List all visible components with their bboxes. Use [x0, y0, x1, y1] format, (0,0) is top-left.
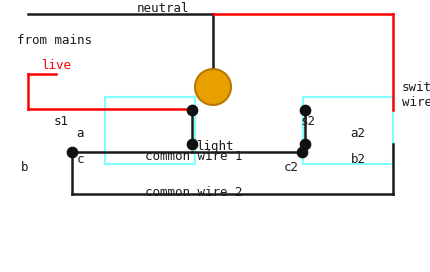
- Circle shape: [195, 69, 231, 105]
- Text: b2: b2: [350, 153, 366, 166]
- Bar: [105, 97, 195, 164]
- Point: [301, 142, 308, 146]
- Text: common wire 2: common wire 2: [145, 186, 242, 199]
- Point: [298, 150, 305, 154]
- Text: neutral: neutral: [137, 2, 190, 15]
- Text: live: live: [41, 59, 71, 72]
- Text: a: a: [77, 127, 84, 140]
- Point: [189, 108, 196, 112]
- Text: s2: s2: [301, 115, 316, 128]
- Text: common wire 1: common wire 1: [145, 150, 242, 163]
- Text: s1: s1: [54, 115, 69, 128]
- Point: [301, 108, 308, 112]
- Text: light: light: [196, 140, 234, 153]
- Text: c2: c2: [284, 161, 299, 174]
- Text: switch
wire: switch wire: [402, 81, 430, 109]
- Text: c: c: [77, 153, 84, 166]
- Text: b: b: [21, 161, 28, 174]
- Point: [68, 150, 75, 154]
- Point: [189, 142, 196, 146]
- Text: from mains: from mains: [17, 34, 92, 47]
- Text: a2: a2: [350, 127, 366, 140]
- Bar: [303, 97, 393, 164]
